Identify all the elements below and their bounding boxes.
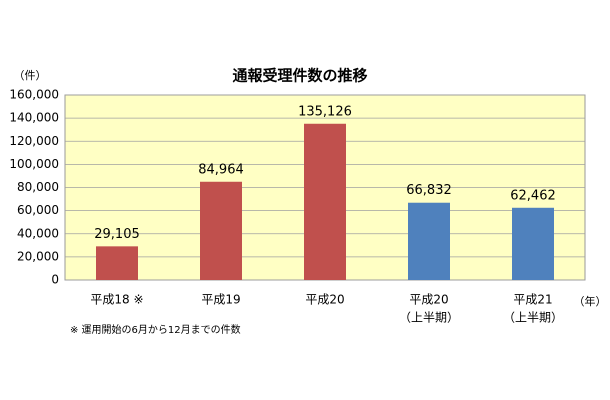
value-label: 29,105 (94, 227, 140, 242)
bar (408, 202, 450, 280)
y-tick-label: 100,000 (9, 157, 59, 171)
x-tick-label: （上半期） (399, 311, 459, 325)
y-tick-label: 0 (51, 273, 59, 287)
value-label: 84,964 (198, 162, 244, 177)
y-tick-label: 160,000 (9, 88, 59, 102)
bar (96, 246, 138, 280)
x-tick-label: 平成19 (201, 293, 240, 307)
x-tick-label: 平成21 (513, 293, 552, 307)
value-label: 135,126 (298, 104, 352, 119)
y-tick-label: 140,000 (9, 111, 59, 125)
x-unit: （年） (574, 294, 607, 308)
bar (200, 181, 242, 280)
bar (304, 123, 346, 280)
x-tick-label: 平成20 (409, 293, 448, 307)
x-tick-label: （上半期） (503, 311, 563, 325)
bar (512, 207, 554, 280)
y-tick-label: 120,000 (9, 134, 59, 148)
value-label: 66,832 (406, 183, 452, 198)
y-tick-label: 40,000 (17, 226, 59, 240)
x-tick-label: 平成20 (305, 293, 344, 307)
y-tick-label: 60,000 (17, 203, 59, 217)
value-label: 62,462 (510, 188, 556, 203)
y-tick-label: 80,000 (17, 180, 59, 194)
chart-title: 通報受理件数の推移 (232, 67, 367, 85)
footnote: ※ 運用開始の6月から12月までの件数 (70, 323, 241, 336)
y-unit: （件） (14, 69, 47, 82)
x-tick-label: 平成18 ※ (90, 293, 143, 307)
y-tick-label: 20,000 (17, 249, 59, 263)
